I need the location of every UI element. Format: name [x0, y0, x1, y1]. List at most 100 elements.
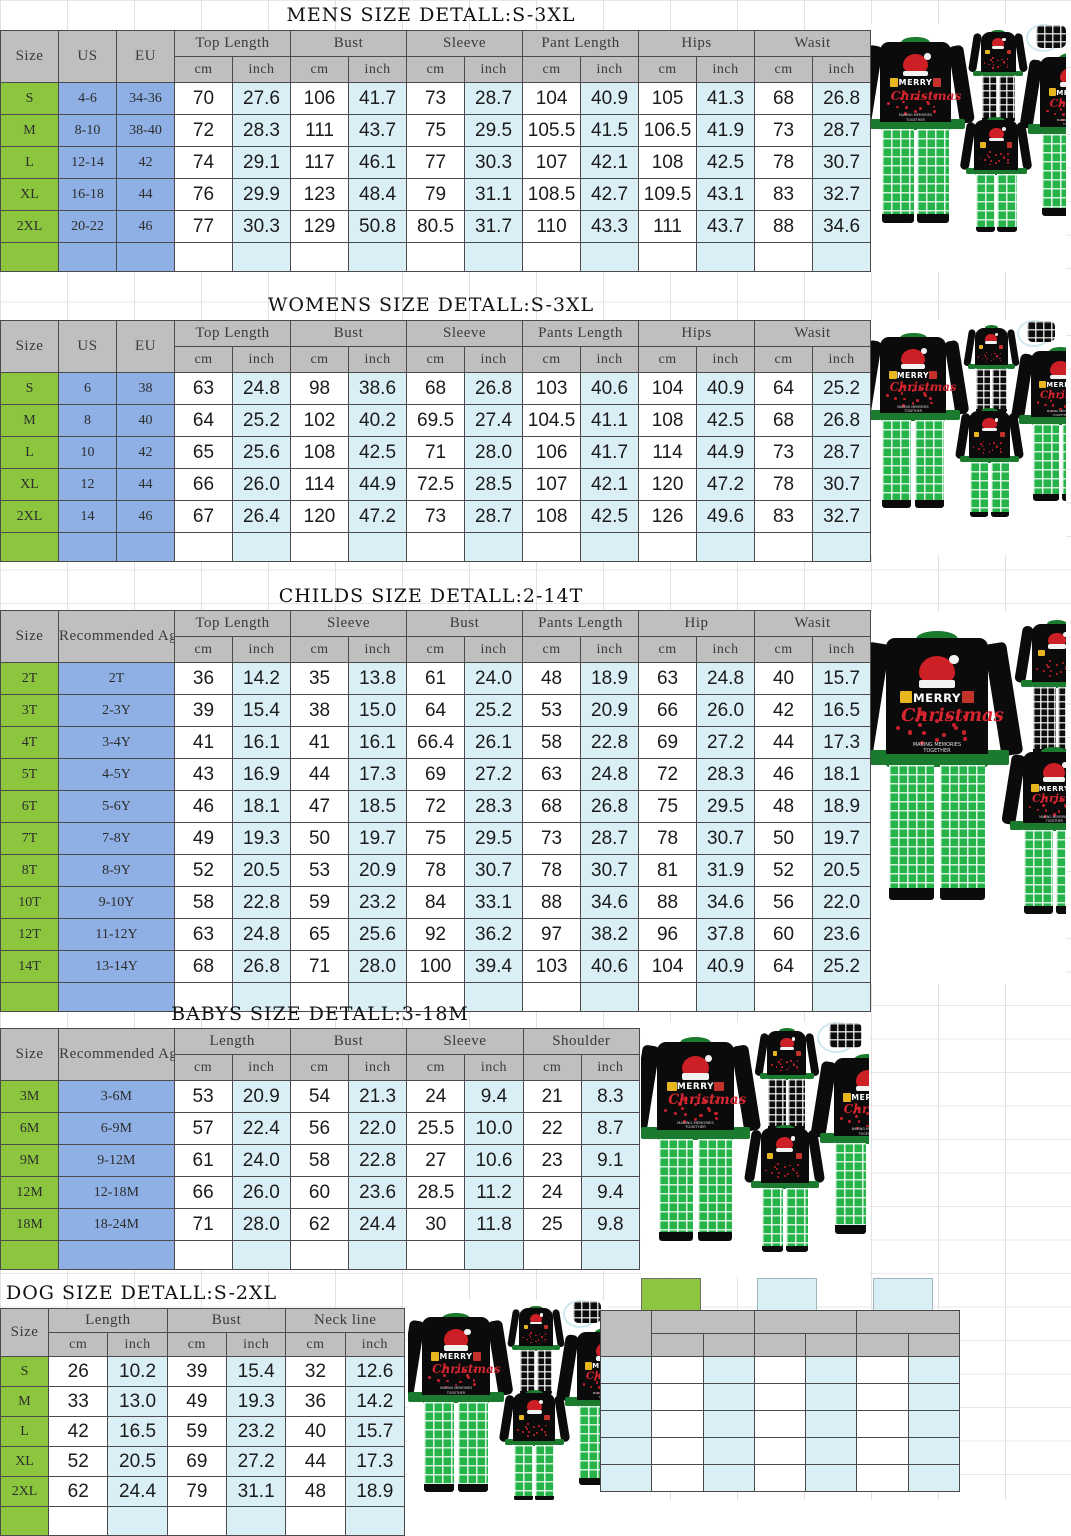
cell: 24: [407, 1081, 465, 1113]
unit-header: inch: [349, 347, 407, 373]
graphic-ornament-dot: [963, 715, 967, 719]
graphic-ornament-dot: [787, 1173, 789, 1175]
cell: 27.2: [697, 727, 755, 759]
cell: 24.4: [108, 1477, 167, 1507]
cell: 104.5: [523, 405, 581, 437]
unit-header: inch: [349, 57, 407, 83]
cell: 13.8: [349, 663, 407, 695]
unit-header: cm: [523, 57, 581, 83]
unit-header: inch: [349, 1055, 407, 1081]
graphic-ornament-dot: [990, 160, 992, 162]
graphic-ornament-dot: [771, 1172, 773, 1174]
graphic-ornament-dot: [528, 1431, 530, 1433]
cell: 78: [755, 469, 813, 501]
cell: 72: [639, 759, 697, 791]
graphic-ornament-dot: [428, 1376, 431, 1379]
col-header: Size: [1, 1309, 49, 1357]
cell: 9.8: [581, 1209, 639, 1241]
cell: 49: [175, 823, 233, 855]
cell: 22.0: [813, 887, 871, 919]
cell: 26.8: [465, 373, 523, 405]
cell: 41.5: [581, 115, 639, 147]
cell: 107: [523, 147, 581, 179]
unit-header: cm: [639, 637, 697, 663]
cell-blank: [407, 533, 465, 562]
cell: 38.2: [581, 919, 639, 951]
graphic-ornament-dot: [437, 1379, 440, 1382]
face-mask: [1036, 25, 1066, 48]
graphic-ornament-dot: [988, 156, 990, 158]
pants-right: [788, 1079, 805, 1129]
graphic-ornament-dot: [707, 1107, 710, 1110]
cell: 24.8: [697, 663, 755, 695]
cell: 26.4: [233, 501, 291, 533]
cell: 65: [175, 437, 233, 469]
graphic-ornament-dot: [778, 1061, 780, 1063]
cell: 73: [755, 437, 813, 469]
cell: 14.2: [233, 663, 291, 695]
santa-hat-band-icon: [982, 428, 997, 431]
cell: 70: [175, 83, 233, 115]
graphic-ornament-dot: [1060, 799, 1063, 802]
graphic-ornament-dot: [997, 60, 998, 61]
graphic-ornament-dot: [538, 1339, 539, 1340]
cell-blank: [286, 1507, 345, 1536]
cell-blank: [523, 533, 581, 562]
cell: 26.8: [581, 791, 639, 823]
cell: 68: [755, 405, 813, 437]
ankle-cuff-right: [1062, 494, 1066, 501]
pants-left: [976, 174, 995, 231]
cell: 66: [175, 469, 233, 501]
cell: 60: [290, 1177, 348, 1209]
pants-right: [940, 765, 986, 897]
cell-blank: [1, 243, 59, 272]
empty-cell: [703, 1334, 754, 1357]
cell: 102: [291, 405, 349, 437]
cell: 69: [407, 759, 465, 791]
cell: 77: [175, 211, 233, 243]
empty-cell: [857, 1311, 960, 1334]
cell: 50: [755, 823, 813, 855]
gift-box-left-icon: [585, 1362, 592, 1369]
cell: 6M: [1, 1113, 59, 1145]
cell: 52: [49, 1447, 108, 1477]
pants-right: [992, 369, 1007, 412]
ankle-cuff-left: [882, 214, 913, 223]
empty-cell: [703, 1384, 754, 1411]
cell: 8.3: [581, 1081, 639, 1113]
cell: 32.7: [813, 179, 871, 211]
santa-hat-pompom-icon: [464, 1329, 470, 1335]
graphic-ornament-dot: [994, 353, 995, 354]
cell: 5-6Y: [59, 791, 175, 823]
graphic-ornament-dot: [1042, 804, 1045, 807]
graphic-ornament-dot: [1001, 59, 1002, 60]
cell: 12M: [1, 1177, 59, 1209]
unit-header: inch: [581, 347, 639, 373]
cell: 56: [755, 887, 813, 919]
cell: 34.6: [697, 887, 755, 919]
graphic-ornament-dot: [1048, 397, 1050, 399]
graphic-ornament-dot: [915, 718, 919, 722]
cell: 24.0: [465, 663, 523, 695]
cell: 25.2: [233, 405, 291, 437]
gift-box-left-icon: [979, 345, 983, 349]
graphic-ornament-dot: [978, 356, 979, 357]
cell: 108.5: [523, 179, 581, 211]
cell: 26.1: [465, 727, 523, 759]
graphic-ornament-dot: [923, 392, 926, 395]
graphic-subline: MAKING MEMORIES TOGETHER: [891, 113, 940, 122]
cell: 6-9M: [59, 1113, 174, 1145]
gift-box-right-icon: [1007, 142, 1012, 147]
cell: 27: [407, 1145, 465, 1177]
cell: 111: [291, 115, 349, 147]
gift-box-right-icon: [1007, 50, 1011, 54]
cell: 18M: [1, 1209, 59, 1241]
unit-header: inch: [813, 347, 871, 373]
ankle-cuff-left: [659, 1232, 694, 1241]
graphic-ornament-dot: [840, 1117, 843, 1120]
